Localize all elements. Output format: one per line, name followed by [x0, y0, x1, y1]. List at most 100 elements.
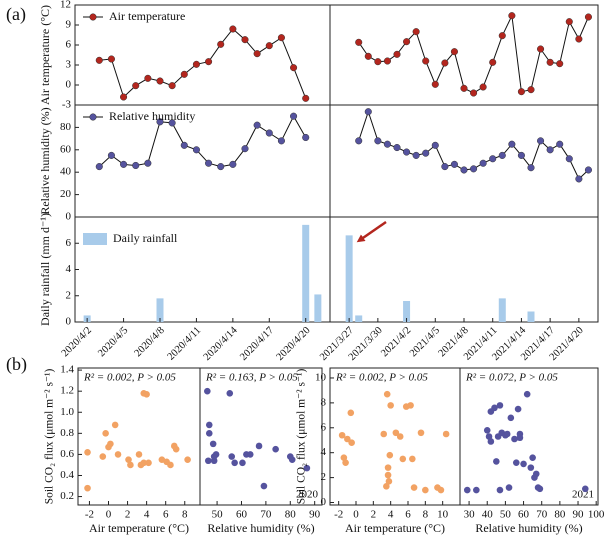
marker	[584, 13, 592, 21]
point	[84, 449, 91, 456]
point	[84, 484, 91, 492]
bar	[302, 224, 310, 322]
point	[204, 457, 212, 465]
x-tick-label: 60	[236, 509, 248, 521]
x-tick-label: 2020/4/17	[238, 325, 276, 363]
x-tick-label: 0	[106, 509, 112, 521]
point	[347, 409, 355, 417]
point	[512, 459, 520, 466]
marker	[537, 137, 545, 145]
point	[409, 455, 416, 463]
point	[231, 459, 238, 467]
y-tick-label: 40	[60, 166, 72, 178]
year-label: 2020	[296, 489, 319, 501]
y-tick-label: 6	[321, 421, 327, 433]
point	[342, 459, 349, 466]
marker	[556, 140, 564, 148]
point	[496, 486, 504, 494]
point	[204, 387, 211, 395]
point	[344, 435, 351, 443]
marker	[364, 52, 372, 60]
marker	[156, 118, 164, 126]
point	[407, 402, 414, 409]
x-axis-label: Relative humidity (%)	[475, 521, 582, 535]
point	[507, 414, 515, 422]
x-tick-label: 2020/4/11	[166, 325, 204, 363]
y-tick-label: 0.8	[60, 427, 74, 439]
point	[422, 486, 429, 494]
marker	[556, 60, 564, 68]
marker	[290, 64, 298, 72]
point	[383, 483, 390, 490]
marker	[217, 40, 225, 48]
x-tick-label: 40	[482, 509, 494, 521]
point	[529, 454, 536, 461]
marker	[217, 163, 225, 171]
x-tick-label: 2020/4/2	[60, 325, 94, 359]
point	[417, 429, 425, 437]
y-axis-label: Relative humidity (%)	[38, 107, 52, 214]
point	[140, 459, 148, 467]
marker	[374, 137, 382, 145]
point	[473, 486, 480, 494]
point	[532, 470, 540, 478]
marker	[107, 55, 115, 63]
panel-label: (b)	[6, 354, 27, 375]
point	[338, 431, 346, 439]
point	[226, 389, 234, 397]
x-tick-label: 2020/4/8	[133, 325, 167, 359]
marker	[431, 141, 439, 149]
point	[135, 451, 143, 458]
x-tick-label: 2021/4/5	[408, 325, 442, 359]
y-tick-label: 0	[66, 211, 72, 223]
frame	[329, 367, 461, 506]
x-tick-label: 2021/4/2	[379, 325, 413, 359]
year-label: 2021	[572, 489, 594, 501]
marker	[290, 112, 298, 120]
legend-marker	[89, 13, 97, 21]
marker	[527, 86, 535, 94]
point	[386, 451, 394, 459]
marker	[168, 119, 176, 127]
marker	[144, 159, 152, 167]
legend-label: Daily rainfall	[113, 231, 178, 245]
point	[399, 455, 407, 463]
marker	[537, 45, 545, 53]
point	[437, 486, 445, 494]
point	[536, 485, 544, 493]
marker	[517, 88, 525, 96]
marker	[479, 83, 487, 91]
marker	[253, 121, 261, 129]
point	[410, 484, 418, 491]
point	[228, 453, 236, 460]
marker	[302, 133, 310, 142]
point	[99, 453, 107, 460]
point	[387, 402, 394, 409]
x-tick-label: 2	[125, 509, 131, 521]
bar	[345, 235, 353, 322]
arrow	[356, 220, 387, 243]
point	[348, 439, 355, 447]
point	[523, 390, 531, 398]
x-tick-label: -2	[334, 509, 343, 521]
y-tick-label: 3	[66, 59, 72, 71]
marker	[393, 144, 401, 152]
marker	[205, 58, 213, 66]
marker	[107, 151, 115, 159]
marker	[277, 137, 285, 145]
marker	[450, 48, 458, 56]
x-tick-label: 70	[260, 509, 272, 521]
marker	[498, 151, 506, 159]
marker	[180, 70, 188, 78]
marker	[403, 148, 411, 156]
point	[340, 454, 348, 461]
x-tick-label: 4	[144, 509, 150, 521]
marker	[412, 28, 420, 36]
marker	[508, 12, 516, 20]
annotation: R² = 0.002, P > 0.05	[335, 372, 428, 384]
point	[491, 404, 498, 412]
y-tick-label: 8	[321, 396, 327, 408]
point	[380, 430, 388, 438]
point	[396, 433, 404, 440]
